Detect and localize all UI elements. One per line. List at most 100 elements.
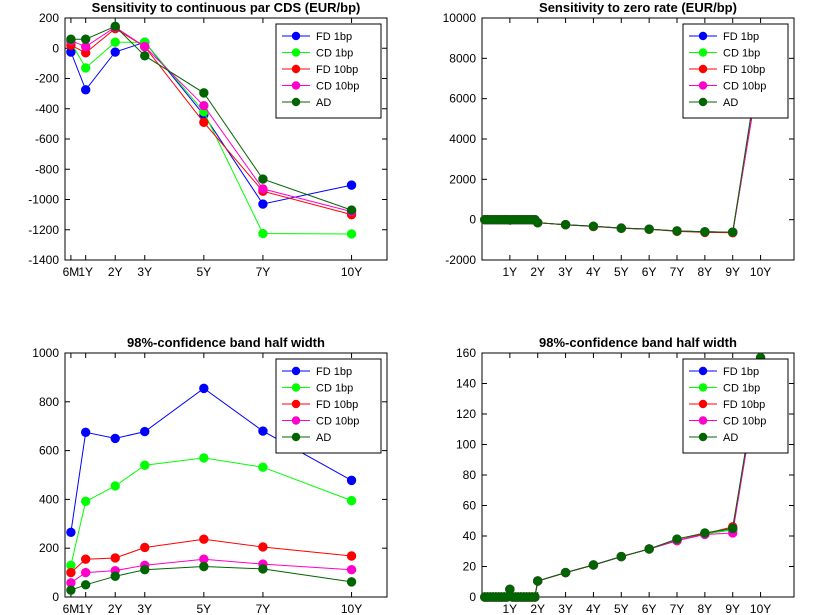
data-point — [644, 544, 654, 554]
legend-marker — [291, 399, 301, 409]
data-point — [672, 226, 682, 236]
data-point — [258, 564, 268, 574]
y-tick-label: 60 — [463, 499, 477, 513]
x-tick-label: 6M — [63, 602, 80, 615]
chart-title: 98%-confidence band half width — [539, 335, 737, 350]
data-point — [199, 88, 209, 98]
data-point — [199, 101, 209, 111]
legend-label: AD — [723, 97, 738, 109]
data-point — [700, 528, 710, 538]
y-tick-label: -1400 — [28, 253, 59, 267]
legend-marker — [291, 64, 301, 74]
x-tick-label: 2Y — [108, 265, 123, 279]
data-point — [140, 564, 150, 575]
legend-label: FD 10bp — [723, 399, 765, 411]
data-point — [616, 551, 626, 562]
y-tick-label: -800 — [35, 162, 59, 176]
legend-marker — [698, 81, 708, 90]
y-tick-label: -1200 — [28, 223, 59, 237]
legend-marker — [698, 416, 708, 425]
x-tick-label: 4Y — [586, 265, 601, 279]
y-tick-label: 10000 — [443, 11, 477, 25]
data-point — [66, 585, 76, 595]
legend: FD 1bp CD 1bp FD 10bp CD 10bp AD — [275, 358, 382, 454]
data-point — [258, 199, 268, 209]
legend-label: FD 1bp — [723, 31, 759, 43]
data-point — [258, 184, 268, 194]
legend-label: CD 1bp — [723, 48, 760, 60]
data-point — [588, 560, 599, 570]
legend-entry: AD — [689, 432, 738, 444]
x-tick-label: 9Y — [725, 265, 740, 279]
legend: FD 1bp CD 1bp FD 10bp CD 10bp AD — [275, 23, 382, 119]
data-point — [66, 34, 76, 44]
legend-label: CD 1bp — [316, 48, 353, 60]
series-cd-10bp — [66, 554, 357, 588]
y-tick-label: 120 — [456, 407, 476, 421]
data-point — [140, 542, 150, 553]
y-tick-label: 200 — [39, 541, 59, 555]
x-tick-label: 3Y — [137, 602, 152, 615]
data-point — [80, 554, 91, 564]
legend-label: FD 1bp — [723, 366, 759, 378]
y-tick-label: 0 — [52, 590, 59, 604]
chart-2: Sensitivity to zero rate (EUR/bp) -2000 0 2… — [443, 0, 795, 279]
chart-1: Sensitivity to continuous par CDS (EUR/b… — [28, 0, 388, 279]
x-tick-label: 6M — [63, 265, 80, 279]
legend-marker — [698, 48, 708, 57]
legend-label: FD 1bp — [316, 31, 352, 43]
data-point — [258, 228, 268, 239]
x-tick-label: 10Y — [750, 602, 771, 615]
x-tick-label: 6Y — [642, 265, 657, 279]
series-ad — [480, 48, 766, 237]
x-tick-label: 8Y — [698, 602, 713, 615]
legend-entry: FD 1bp — [282, 366, 352, 378]
x-tick-label: 5Y — [197, 265, 212, 279]
x-tick-label: 1Y — [503, 602, 518, 615]
series-ad — [66, 21, 357, 215]
data-point — [66, 527, 76, 538]
data-point — [80, 567, 91, 578]
y-tick-label: 4000 — [449, 132, 476, 146]
x-tick-label: 1Y — [503, 265, 518, 279]
legend-marker — [698, 399, 708, 409]
y-tick-label: 800 — [39, 395, 59, 409]
x-tick-label: 2Y — [108, 602, 123, 615]
data-point — [80, 63, 91, 73]
legend-label: CD 10bp — [723, 416, 766, 428]
data-point — [80, 580, 91, 590]
data-point — [533, 576, 543, 586]
y-tick-label: 80 — [463, 468, 477, 482]
x-tick-label: 5Y — [197, 602, 212, 615]
legend-marker — [698, 432, 708, 442]
series-ad — [66, 561, 357, 595]
data-point — [728, 227, 738, 237]
y-tick-label: 40 — [463, 529, 477, 543]
data-point — [140, 42, 150, 52]
data-point — [530, 592, 540, 602]
plot-frame — [64, 352, 388, 598]
legend-entry: AD — [689, 97, 738, 109]
legend-entry: CD 10bp — [689, 416, 766, 428]
y-tick-label: 2000 — [449, 172, 476, 186]
x-tick-label: 3Y — [558, 265, 573, 279]
legend-entry: CD 10bp — [689, 81, 766, 93]
data-point — [110, 571, 120, 581]
y-tick-label: 8000 — [449, 51, 476, 65]
legend-marker — [291, 383, 301, 392]
legend-entry: FD 10bp — [282, 399, 358, 411]
x-tick-label: 10Y — [750, 265, 771, 279]
legend-marker — [291, 31, 301, 41]
data-point — [140, 426, 150, 437]
legend-marker — [291, 366, 301, 376]
legend-entry: FD 1bp — [689, 366, 759, 378]
legend-marker — [698, 383, 708, 392]
y-tick-label: 160 — [456, 346, 476, 360]
data-point — [199, 534, 209, 544]
legend-marker — [698, 366, 708, 376]
legend-entry: AD — [282, 97, 331, 109]
data-point — [346, 551, 357, 561]
data-point — [672, 534, 682, 544]
y-tick-label: 0 — [52, 41, 59, 55]
